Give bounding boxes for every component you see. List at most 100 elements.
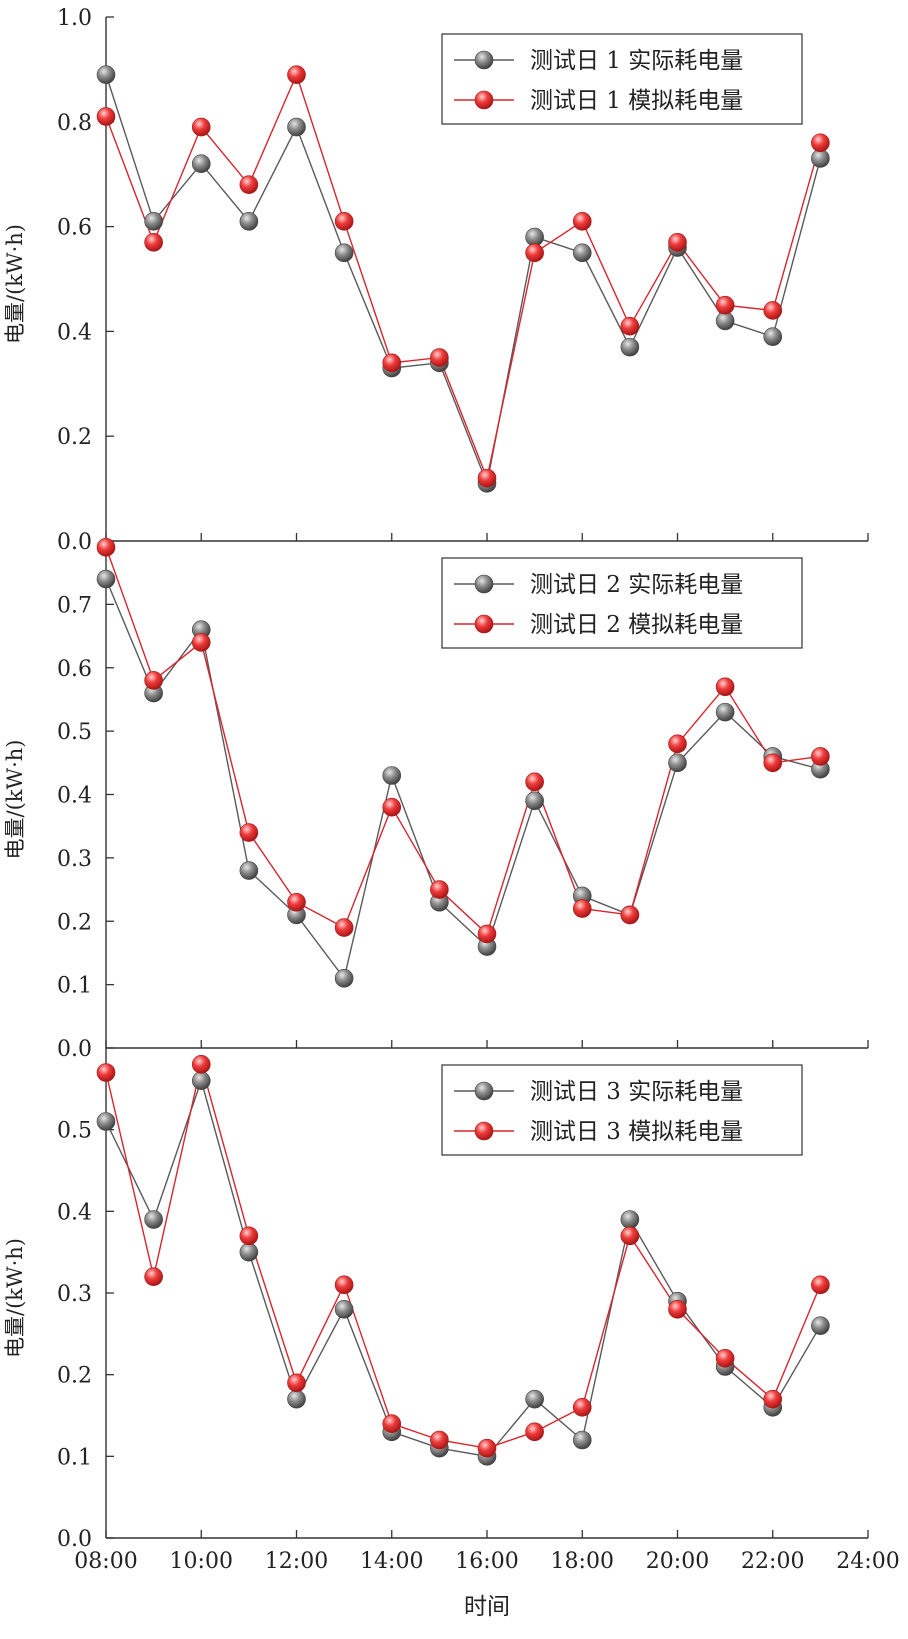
data-point-actual xyxy=(144,212,163,231)
data-point-actual xyxy=(191,1071,211,1090)
y-tick-label: 0.2 xyxy=(57,910,92,935)
data-point-simulated xyxy=(477,924,497,944)
data-point-simulated xyxy=(144,233,163,252)
y-tick-label: 0.0 xyxy=(57,530,92,555)
x-tick-label: 18:00 xyxy=(551,1549,614,1574)
data-point-simulated xyxy=(334,1275,354,1295)
legend-label: 测试日 2 模拟耗电量 xyxy=(530,612,743,638)
y-tick-label: 0.0 xyxy=(57,1037,92,1062)
legend-box xyxy=(441,1064,803,1156)
data-point-actual xyxy=(144,1210,163,1229)
y-tick-label: 0.3 xyxy=(57,1282,92,1307)
series-line-simulated xyxy=(105,547,821,936)
data-point-simulated xyxy=(96,538,116,557)
legend-marker xyxy=(474,574,494,594)
data-point-simulated xyxy=(382,1414,402,1433)
y-tick-label: 0.8 xyxy=(57,111,92,136)
data-point-simulated xyxy=(477,1438,497,1458)
data-point-simulated xyxy=(430,880,449,899)
data-point-simulated xyxy=(239,823,259,842)
y-tick-label: 0.0 xyxy=(57,1527,92,1552)
legend-label: 测试日 3 模拟耗电量 xyxy=(530,1119,743,1145)
data-point-simulated xyxy=(96,1063,116,1082)
data-point-simulated xyxy=(572,899,592,918)
panel-2: 0.0 0.1 0.2 0.3 0.4 0.5 0.6 0.7 电量/(kW·h) 测试日 2 实… xyxy=(3,538,869,1062)
data-point-simulated xyxy=(239,175,259,194)
legend-box xyxy=(441,33,803,125)
legend-marker xyxy=(474,1081,494,1101)
y-tick-label: 0.7 xyxy=(57,593,92,618)
y-tick-label: 0.3 xyxy=(57,847,92,872)
y-tick-label: 0.6 xyxy=(57,657,92,682)
data-point-simulated xyxy=(715,295,735,315)
y-tick-label: 0.2 xyxy=(57,1364,92,1389)
data-point-actual xyxy=(334,1300,354,1319)
data-point-actual xyxy=(715,311,735,331)
x-tick-label: 24:00 xyxy=(836,1549,899,1574)
data-point-simulated xyxy=(763,1389,783,1409)
data-point-simulated xyxy=(811,133,830,153)
data-point-simulated xyxy=(620,905,640,925)
data-point-actual xyxy=(525,227,544,247)
y-tick-label: 0.5 xyxy=(57,1119,92,1144)
data-point-simulated xyxy=(811,1275,830,1295)
y-tick-label: 0.6 xyxy=(57,216,92,241)
x-tick-label: 14:00 xyxy=(360,1549,423,1574)
data-point-actual xyxy=(525,791,544,811)
data-point-actual xyxy=(620,337,640,357)
data-point-actual xyxy=(334,968,354,988)
data-point-actual xyxy=(239,861,259,880)
y-tick-label: 1.0 xyxy=(57,6,92,31)
data-point-actual xyxy=(811,1316,830,1335)
y-axis-label: 电量/(kW·h) xyxy=(3,740,27,860)
y-tick-label: 0.1 xyxy=(57,1445,92,1470)
x-tick-label: 22:00 xyxy=(741,1549,804,1574)
data-point-actual xyxy=(382,766,402,785)
data-point-simulated xyxy=(763,753,783,773)
data-point-simulated xyxy=(477,468,497,488)
y-tick-label: 0.2 xyxy=(57,425,92,450)
legend-marker xyxy=(474,614,494,634)
panel-3: 0.0 0.1 0.2 0.3 0.4 0.5 电量/(kW·h) 测试日 3 实际耗电量测试… xyxy=(3,1048,900,1620)
legend-marker xyxy=(474,1121,494,1141)
data-point-simulated xyxy=(763,301,783,320)
data-point-actual xyxy=(239,212,259,231)
data-point-simulated xyxy=(287,65,306,84)
legend-label: 测试日 2 实际耗电量 xyxy=(530,572,743,598)
legend-box xyxy=(441,557,803,649)
data-point-actual xyxy=(239,1242,259,1262)
data-point-actual xyxy=(287,117,306,137)
data-point-simulated xyxy=(811,747,830,766)
legend-label: 测试日 3 实际耗电量 xyxy=(530,1079,743,1105)
data-point-simulated xyxy=(191,117,211,137)
y-tick-label: 0.4 xyxy=(57,1200,92,1225)
legend-marker xyxy=(474,90,494,110)
data-point-actual xyxy=(763,327,783,346)
data-point-actual xyxy=(287,1389,306,1409)
data-point-simulated xyxy=(572,212,592,231)
data-point-simulated xyxy=(668,1300,687,1319)
data-point-actual xyxy=(525,1389,544,1409)
data-point-actual xyxy=(572,243,592,263)
data-point-simulated xyxy=(668,233,687,252)
series-line-simulated xyxy=(105,1064,822,1449)
series-line-simulated xyxy=(105,72,822,481)
y-tick-label: 0.4 xyxy=(57,784,92,809)
data-point-simulated xyxy=(334,212,354,231)
data-point-actual xyxy=(715,702,735,722)
data-point-simulated xyxy=(191,633,211,652)
data-point-simulated xyxy=(620,316,640,336)
legend-marker xyxy=(474,50,494,70)
x-tick-label: 16:00 xyxy=(455,1549,518,1574)
x-tick-label: 12:00 xyxy=(265,1549,328,1574)
data-point-simulated xyxy=(668,734,687,754)
data-point-actual xyxy=(96,65,116,84)
x-tick-label: 10:00 xyxy=(170,1549,233,1574)
data-point-simulated xyxy=(525,772,544,792)
data-point-actual xyxy=(572,1430,592,1450)
data-point-simulated xyxy=(525,1422,544,1442)
data-point-simulated xyxy=(430,348,449,367)
series-line-actual xyxy=(105,74,822,486)
data-point-simulated xyxy=(239,1226,259,1246)
data-point-simulated xyxy=(572,1398,592,1417)
